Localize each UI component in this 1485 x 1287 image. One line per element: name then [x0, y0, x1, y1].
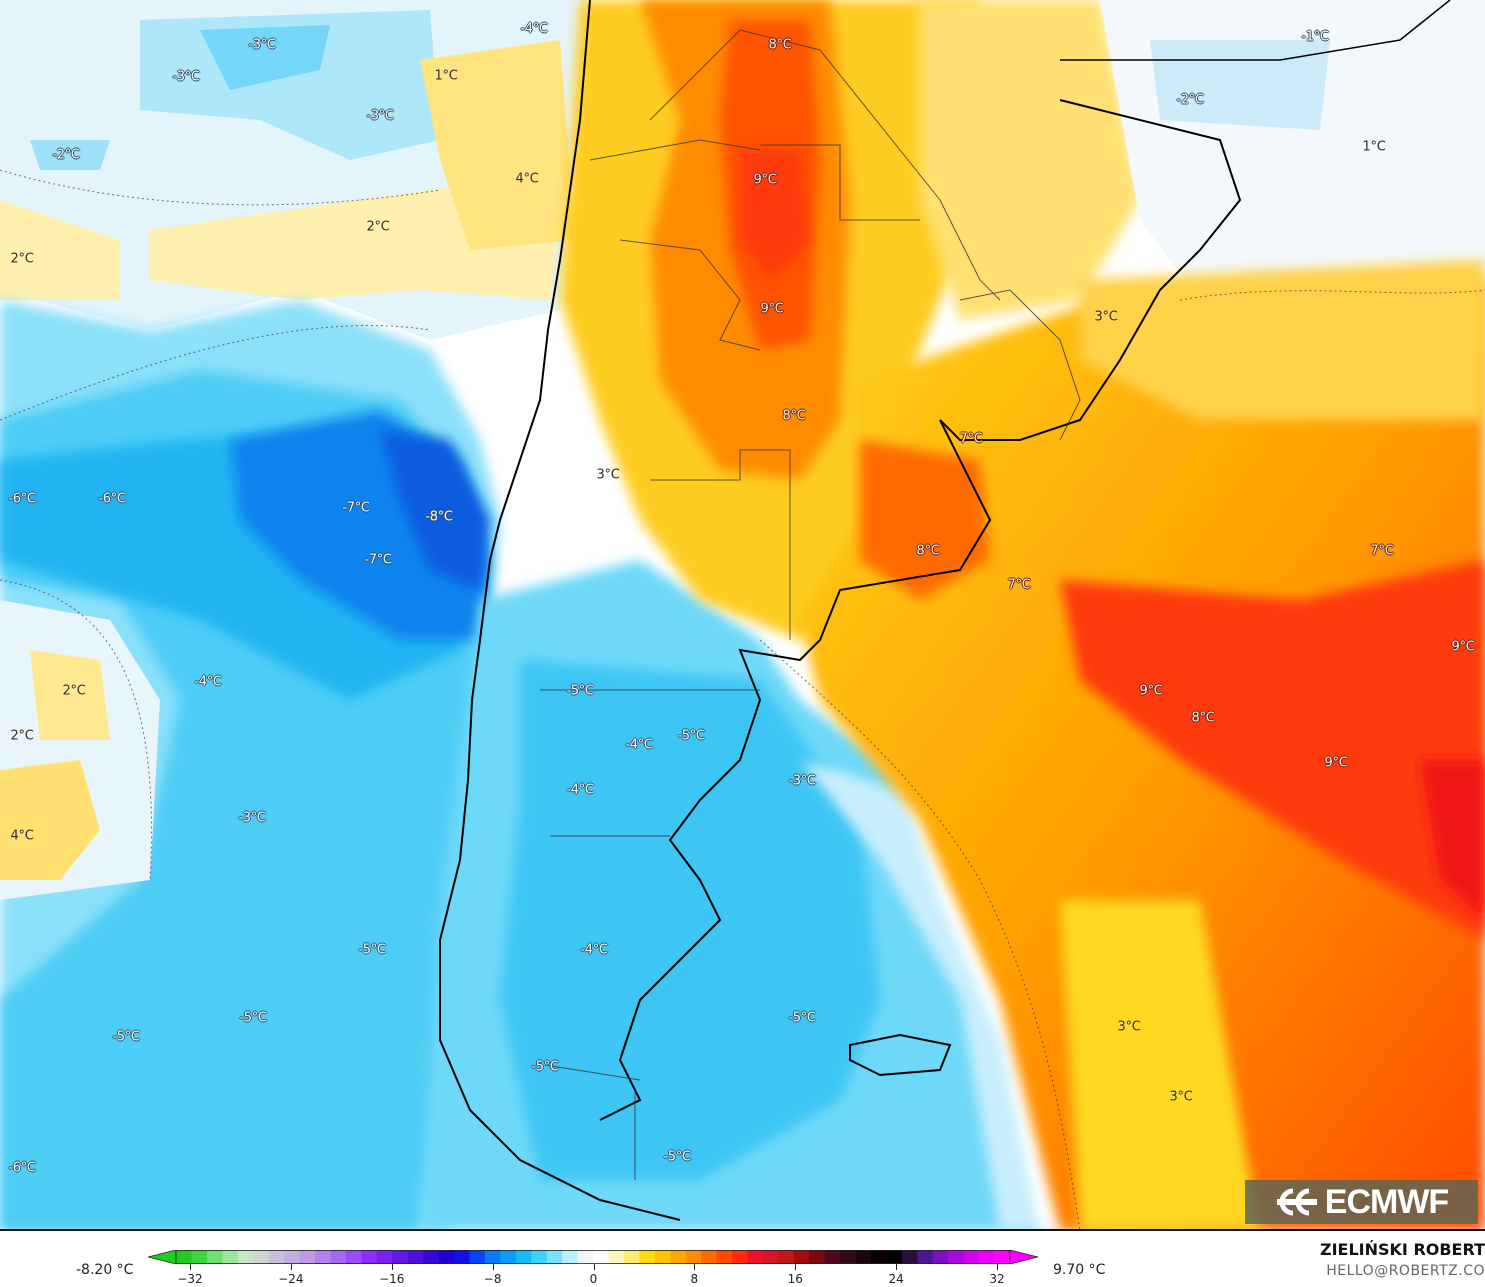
temperature-label: 9°C — [1139, 683, 1163, 699]
temperature-label: -5°C — [566, 683, 594, 699]
temperature-label: -1°C — [1301, 29, 1329, 45]
colorbar-tick-label: 24 — [888, 1272, 904, 1286]
temperature-label: 2°C — [10, 728, 34, 744]
author-email[interactable]: HELLO@ROBERTZ.CO — [1326, 1263, 1485, 1279]
temperature-label: 4°C — [10, 828, 34, 844]
temperature-label: -4°C — [566, 782, 594, 798]
temperature-label: -7°C — [364, 552, 392, 568]
temperature-label: 9°C — [760, 301, 784, 317]
temperature-label: 2°C — [10, 251, 34, 267]
legend-max-value: 9.70 °C — [1053, 1262, 1106, 1278]
temperature-label: -2°C — [1176, 92, 1204, 108]
colorbar — [148, 1250, 1038, 1264]
temperature-label: -3°C — [172, 69, 200, 85]
temperature-label: -3°C — [366, 108, 394, 124]
temperature-label: -5°C — [788, 1010, 816, 1026]
temperature-label: -5°C — [239, 1010, 267, 1026]
ecmwf-logo-text: ECMWF — [1324, 1182, 1449, 1221]
temperature-label: -3°C — [788, 773, 816, 789]
temperature-label: -5°C — [112, 1029, 140, 1045]
temperature-label: 9°C — [1324, 755, 1348, 771]
temperature-label: 3°C — [596, 467, 620, 483]
colorbar-tick-mark — [997, 1264, 998, 1270]
temperature-label: -6°C — [98, 491, 126, 507]
temperature-label: -3°C — [238, 810, 266, 826]
temperature-label: -2°C — [52, 147, 80, 163]
temperature-label: -5°C — [663, 1149, 691, 1165]
temperature-label: -4°C — [625, 737, 653, 753]
temperature-label: 9°C — [753, 172, 777, 188]
author-name: ZIELIŃSKI ROBERT — [1319, 1240, 1485, 1259]
colorbar-tick-label: −8 — [483, 1272, 502, 1286]
colorbar-tick-mark — [492, 1264, 494, 1270]
map-fill — [0, 0, 1485, 1229]
temperature-label: -4°C — [194, 674, 222, 690]
colorbar-tick-mark — [795, 1264, 797, 1270]
temperature-label: -4°C — [580, 942, 608, 958]
ecmwf-logo: ECMWF — [1245, 1180, 1478, 1224]
colorbar-tick-label: −24 — [278, 1272, 304, 1286]
ecmwf-logo-icon — [1275, 1187, 1319, 1217]
temperature-label: -5°C — [677, 728, 705, 744]
temperature-label: -6°C — [8, 491, 36, 507]
temperature-label: 3°C — [1117, 1019, 1141, 1035]
temperature-label: 2°C — [62, 683, 86, 699]
temperature-label: 8°C — [1191, 710, 1215, 726]
temperature-label: 8°C — [916, 543, 940, 559]
temperature-label: 4°C — [515, 171, 539, 187]
temperature-label: -5°C — [531, 1059, 559, 1075]
temperature-label: -6°C — [8, 1160, 36, 1176]
colorbar-tick-label: 16 — [787, 1272, 803, 1286]
colorbar-tick-label: 32 — [989, 1272, 1005, 1286]
temperature-label: -3°C — [248, 37, 276, 53]
temperature-label: -8°C — [425, 509, 453, 525]
temperature-label: 7°C — [959, 431, 983, 447]
temperature-label: -5°C — [358, 942, 386, 958]
colorbar-tick-mark — [896, 1264, 898, 1270]
temperature-label: 3°C — [1094, 309, 1118, 325]
colorbar-tick-mark — [190, 1264, 191, 1270]
temperature-label: 3°C — [1169, 1089, 1193, 1105]
colorbar-tick-label: 0 — [589, 1272, 598, 1286]
temperature-label: 2°C — [366, 219, 390, 235]
temperature-label: 8°C — [782, 408, 806, 424]
temperature-label: 9°C — [1451, 639, 1475, 655]
colorbar-tick-label: 8 — [690, 1272, 699, 1286]
legend-min-value: -8.20 °C — [76, 1262, 134, 1278]
temperature-label: 7°C — [1007, 577, 1031, 593]
colorbar-tick-label: −32 — [177, 1272, 203, 1286]
colorbar-tick-label: −16 — [379, 1272, 405, 1286]
colorbar-tick-mark — [593, 1264, 595, 1270]
temperature-label: 7°C — [1370, 543, 1394, 559]
colorbar-tick-mark — [391, 1264, 393, 1270]
temperature-label: 1°C — [434, 68, 458, 84]
temperature-label: 8°C — [768, 37, 792, 53]
temperature-label: 1°C — [1362, 139, 1386, 155]
temperature-label: -7°C — [342, 500, 370, 516]
colorbar-tick-mark — [290, 1264, 292, 1270]
temperature-anomaly-map[interactable]: -3°C -3°C -3°C -2°C -4°C 1°C 4°C 2°C 2°C 8°C 9°C 9°… — [0, 0, 1485, 1231]
temperature-label: -4°C — [520, 21, 548, 37]
colorbar-tick-mark — [694, 1264, 696, 1270]
